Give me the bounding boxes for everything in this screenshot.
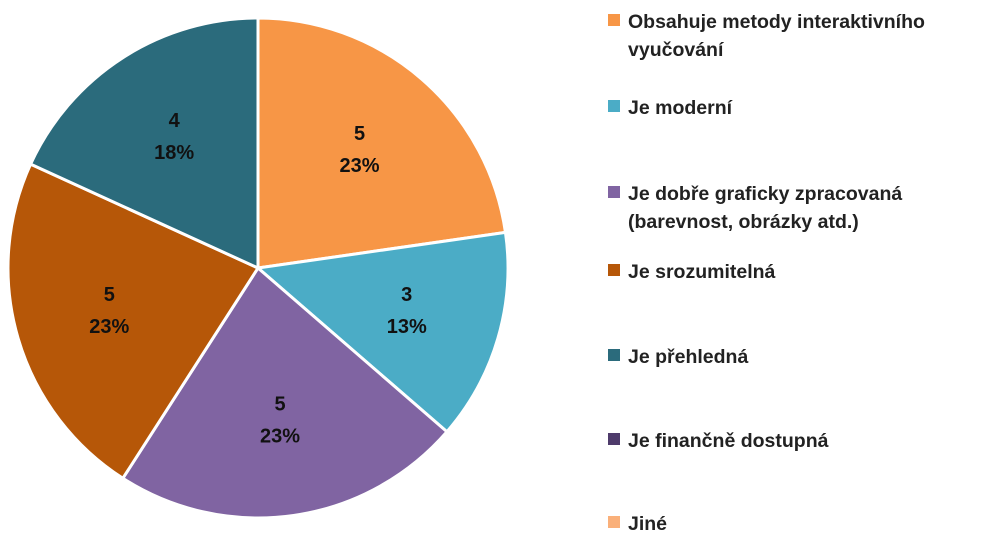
legend-label: Je finančně dostupná — [628, 430, 829, 452]
legend-item: Je dobře graficky zpracovaná (barevnost,… — [608, 180, 993, 236]
pie-slice — [254, 230, 510, 434]
legend-swatch — [608, 14, 620, 26]
legend-label: Obsahuje metody interaktivního vyučování — [628, 11, 925, 61]
legend-label: Jiné — [628, 513, 668, 535]
data-label: 5 — [104, 284, 115, 306]
data-label-percent: 23% — [339, 155, 379, 177]
pie-slice — [6, 162, 261, 481]
legend-swatch — [608, 264, 620, 276]
data-label: 5 — [354, 123, 365, 145]
data-label-percent: 18% — [154, 142, 194, 164]
legend-item: Je finančně dostupná — [608, 427, 993, 455]
legend-label: Je přehledná — [628, 346, 749, 368]
pie-slice — [256, 16, 508, 270]
legend-label: Je srozumitelná — [628, 261, 776, 283]
data-label-percent: 13% — [387, 316, 427, 338]
legend-label: Je dobře graficky zpracovaná (barevnost,… — [628, 183, 903, 233]
legend-swatch — [608, 349, 620, 361]
legend-swatch — [608, 433, 620, 445]
pie-slice — [28, 16, 260, 271]
pie-slice — [120, 265, 450, 520]
pie: 5 23% 3 13% 5 23% 5 23% 4 18% — [6, 16, 510, 520]
data-label-percent: 23% — [89, 316, 129, 338]
legend-item: Je moderní — [608, 94, 993, 122]
legend-swatch — [608, 100, 620, 112]
data-label: 5 — [274, 394, 285, 416]
legend-item: Jiné — [608, 510, 993, 538]
legend-item: Je přehledná — [608, 343, 993, 371]
legend-item: Je srozumitelná — [608, 258, 993, 286]
data-label: 4 — [169, 110, 181, 132]
data-label: 3 — [401, 284, 412, 306]
legend-swatch — [608, 516, 620, 528]
legend-item: Obsahuje metody interaktivního vyučování — [608, 8, 993, 64]
legend-label: Je moderní — [628, 97, 733, 119]
legend-swatch — [608, 186, 620, 198]
data-label-percent: 23% — [260, 426, 300, 448]
